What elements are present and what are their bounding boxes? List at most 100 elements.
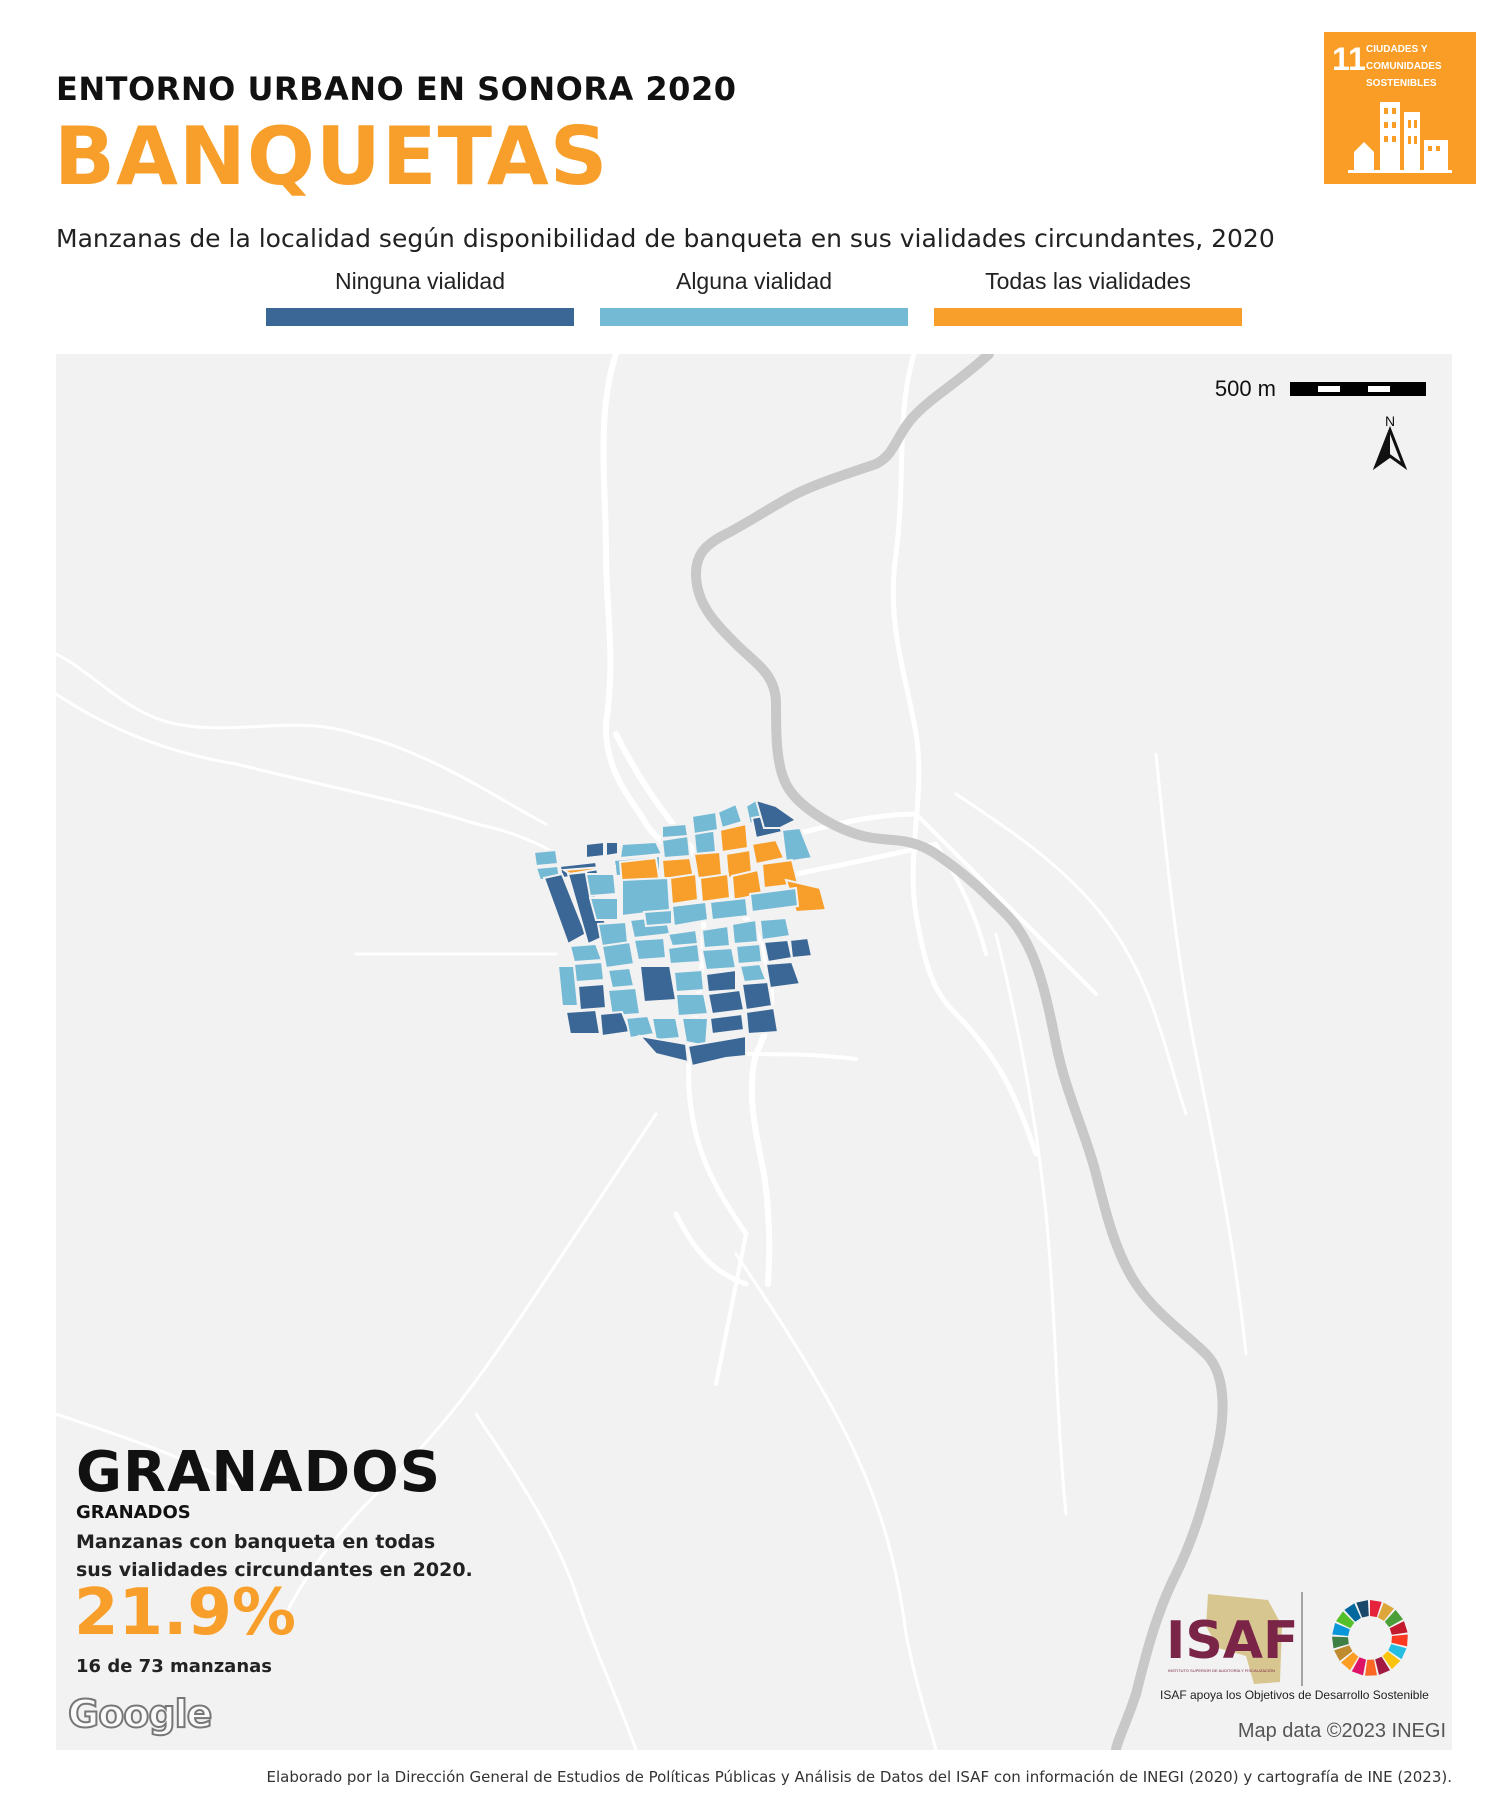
manzana-block: [716, 802, 744, 830]
legend-item-todas: Todas las vialidades: [934, 268, 1242, 326]
isaf-logo-subtext: INSTITUTO SUPERIOR DE AUDITORÍA Y FISCAL…: [1168, 1668, 1275, 1673]
legend-label: Todas las vialidades: [985, 268, 1191, 294]
manzana-block: [568, 942, 604, 964]
sdg-wheel-segment: [1391, 1634, 1408, 1647]
manzana-block: [698, 872, 732, 904]
isaf-logo: ISAF INSTITUTO SUPERIOR DE AUDITORÍA Y F…: [1166, 1592, 1408, 1686]
manzana-block: [672, 968, 706, 994]
sdg-wheel-segment: [1351, 1657, 1366, 1676]
subtitle: Manzanas de la localidad según disponibi…: [56, 224, 1275, 253]
scale-bar-icon: [1290, 382, 1426, 396]
manzana-block: [588, 897, 619, 921]
map-panel[interactable]: 500 m N GRANADOS GRANADOS Manzanas con b…: [56, 354, 1452, 1750]
isaf-logo-text: ISAF: [1166, 1611, 1299, 1671]
sdg-wheel-segment: [1344, 1603, 1361, 1622]
manzana-block: [532, 848, 560, 868]
sdg-wheel-segment: [1382, 1651, 1401, 1670]
legend-swatch: [934, 308, 1242, 326]
manzana-block: [764, 960, 802, 990]
manzana-block: [564, 1008, 602, 1035]
manzana-block: [738, 962, 768, 984]
sdg-wheel-segment: [1370, 1600, 1382, 1618]
manzana-block: [600, 940, 636, 970]
legend-label: Alguna vialidad: [675, 268, 832, 294]
legend-item-ninguna: Ninguna vialidad: [266, 268, 574, 326]
sdg-wheel-segment: [1332, 1623, 1350, 1636]
locality-description: Manzanas con banqueta en todas sus viali…: [76, 1531, 473, 1581]
google-logo: Google: [67, 1691, 213, 1737]
manzana-block: [638, 965, 678, 1004]
manzana-block: [576, 982, 608, 1012]
manzana-block: [706, 988, 746, 1016]
manzana-block: [606, 986, 642, 1018]
locality-percent: 21.9%: [74, 1576, 297, 1650]
legend-swatch: [266, 308, 574, 326]
manzana-block: [606, 966, 636, 990]
manzana-block: [788, 936, 814, 960]
manzana-block: [718, 822, 750, 854]
manzana-block: [780, 826, 814, 864]
north-label: N: [1385, 413, 1395, 429]
manzana-block: [758, 916, 792, 942]
manzana-block: [734, 942, 764, 966]
sdg-wheel-segment: [1389, 1621, 1408, 1635]
sdg-wheel-segment: [1334, 1645, 1353, 1661]
manzana-block: [618, 840, 664, 860]
manzana-block: [686, 1034, 747, 1068]
manzana-block: [708, 896, 750, 922]
manzana-block: [700, 924, 732, 950]
scale-label: 500 m: [1214, 376, 1276, 401]
manzana-block: [708, 1012, 746, 1036]
manzanas-layer: [532, 798, 828, 1068]
locality-count: 16 de 73 manzanas: [76, 1656, 273, 1677]
map-canvas[interactable]: [56, 354, 1452, 1750]
sdg-label-2: COMUNIDADES: [1366, 61, 1442, 72]
manzana-block: [762, 938, 794, 964]
sdg-number: 11: [1332, 41, 1366, 77]
manzana-block: [650, 1017, 682, 1042]
sdg-wheel-segment: [1332, 1636, 1349, 1649]
legend-label: Ninguna vialidad: [334, 268, 506, 294]
manzana-block: [692, 850, 724, 880]
sdg-wheel-segment: [1377, 1602, 1394, 1621]
north-arrow-icon: N: [1372, 413, 1408, 471]
city-buildings-icon: [1348, 102, 1452, 173]
manzana-block: [704, 968, 737, 994]
sdg-wheel-segment: [1365, 1659, 1377, 1676]
locality-name: GRANADOS: [76, 1440, 442, 1505]
legend-item-alguna: Alguna vialidad: [600, 268, 908, 326]
manzana-block: [556, 965, 580, 1007]
manzana-block: [670, 900, 710, 928]
sdg-wheel-segment: [1336, 1611, 1355, 1629]
sdg-label-1: CIUDADES Y: [1366, 44, 1428, 55]
manzana-block: [585, 840, 605, 860]
sdg-11-badge: 11 CIUDADES Y COMUNIDADES SOSTENIBLES: [1324, 32, 1476, 184]
sonora-map-icon: [1206, 1594, 1282, 1684]
manzana-block: [624, 1014, 656, 1040]
manzana-block: [637, 1034, 690, 1064]
manzana-block: [700, 946, 738, 972]
manzana-block: [748, 886, 800, 914]
sdg-label-3: SOSTENIBLES: [1366, 78, 1437, 89]
sdg-wheel-segment: [1388, 1644, 1407, 1660]
scale-bar: 500 m: [1215, 376, 1426, 402]
sdg-wheel-segment: [1356, 1600, 1369, 1618]
sdg-wheel-segment: [1384, 1609, 1403, 1628]
manzana-block: [690, 810, 720, 836]
main-title: BANQUETAS: [54, 110, 609, 203]
sdg-wheel-segment: [1375, 1656, 1390, 1675]
credit-note: Elaborado por la Dirección General de Es…: [266, 1768, 1452, 1786]
manzana-block: [666, 942, 702, 966]
manzana-block: [584, 873, 618, 898]
sdg-wheel-icon: [1332, 1600, 1408, 1676]
manzana-block: [680, 1017, 710, 1048]
manzana-block: [668, 872, 700, 906]
map-attribution: Map data ©2023 INEGI: [1237, 1720, 1446, 1742]
manzana-block: [674, 993, 710, 1018]
manzana-block: [744, 1006, 780, 1036]
legend-swatch: [600, 308, 908, 326]
manzana-block: [730, 918, 760, 946]
kicker-title: ENTORNO URBANO EN SONORA 2020: [56, 70, 737, 108]
manzana-block: [754, 798, 798, 829]
manzana-block: [740, 980, 774, 1012]
